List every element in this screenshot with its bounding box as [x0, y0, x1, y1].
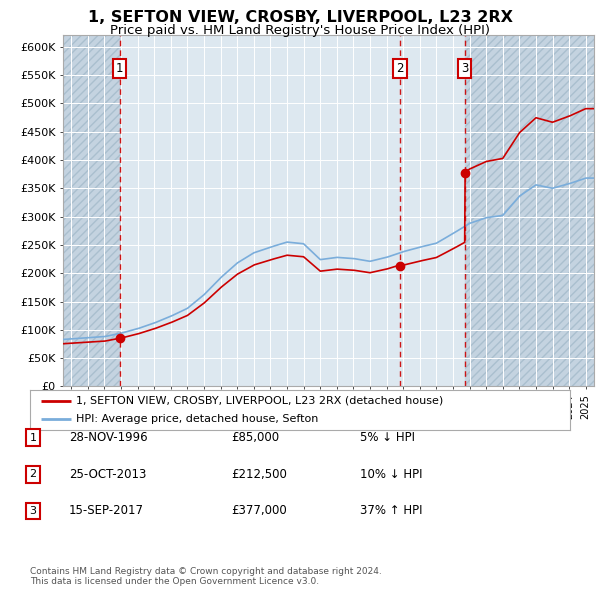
- Text: 37% ↑ HPI: 37% ↑ HPI: [360, 504, 422, 517]
- Text: £212,500: £212,500: [231, 468, 287, 481]
- Bar: [465, 35, 594, 386]
- Text: 25-OCT-2013: 25-OCT-2013: [69, 468, 146, 481]
- Text: 3: 3: [29, 506, 37, 516]
- Text: 1, SEFTON VIEW, CROSBY, LIVERPOOL, L23 2RX: 1, SEFTON VIEW, CROSBY, LIVERPOOL, L23 2…: [88, 10, 512, 25]
- Bar: [63, 35, 120, 386]
- Text: 2: 2: [29, 470, 37, 479]
- Text: 15-SEP-2017: 15-SEP-2017: [69, 504, 144, 517]
- Bar: [63, 35, 120, 386]
- Text: 5% ↓ HPI: 5% ↓ HPI: [360, 431, 415, 444]
- Text: 3: 3: [461, 62, 469, 75]
- Text: Contains HM Land Registry data © Crown copyright and database right 2024.
This d: Contains HM Land Registry data © Crown c…: [30, 567, 382, 586]
- Text: £377,000: £377,000: [231, 504, 287, 517]
- Bar: [465, 35, 594, 386]
- Text: £85,000: £85,000: [231, 431, 279, 444]
- Text: Price paid vs. HM Land Registry's House Price Index (HPI): Price paid vs. HM Land Registry's House …: [110, 24, 490, 37]
- Text: 2: 2: [396, 62, 404, 75]
- Text: 1, SEFTON VIEW, CROSBY, LIVERPOOL, L23 2RX (detached house): 1, SEFTON VIEW, CROSBY, LIVERPOOL, L23 2…: [76, 396, 443, 406]
- Text: HPI: Average price, detached house, Sefton: HPI: Average price, detached house, Seft…: [76, 414, 318, 424]
- Text: 10% ↓ HPI: 10% ↓ HPI: [360, 468, 422, 481]
- Text: 28-NOV-1996: 28-NOV-1996: [69, 431, 148, 444]
- Text: 1: 1: [116, 62, 124, 75]
- Text: 1: 1: [29, 433, 37, 442]
